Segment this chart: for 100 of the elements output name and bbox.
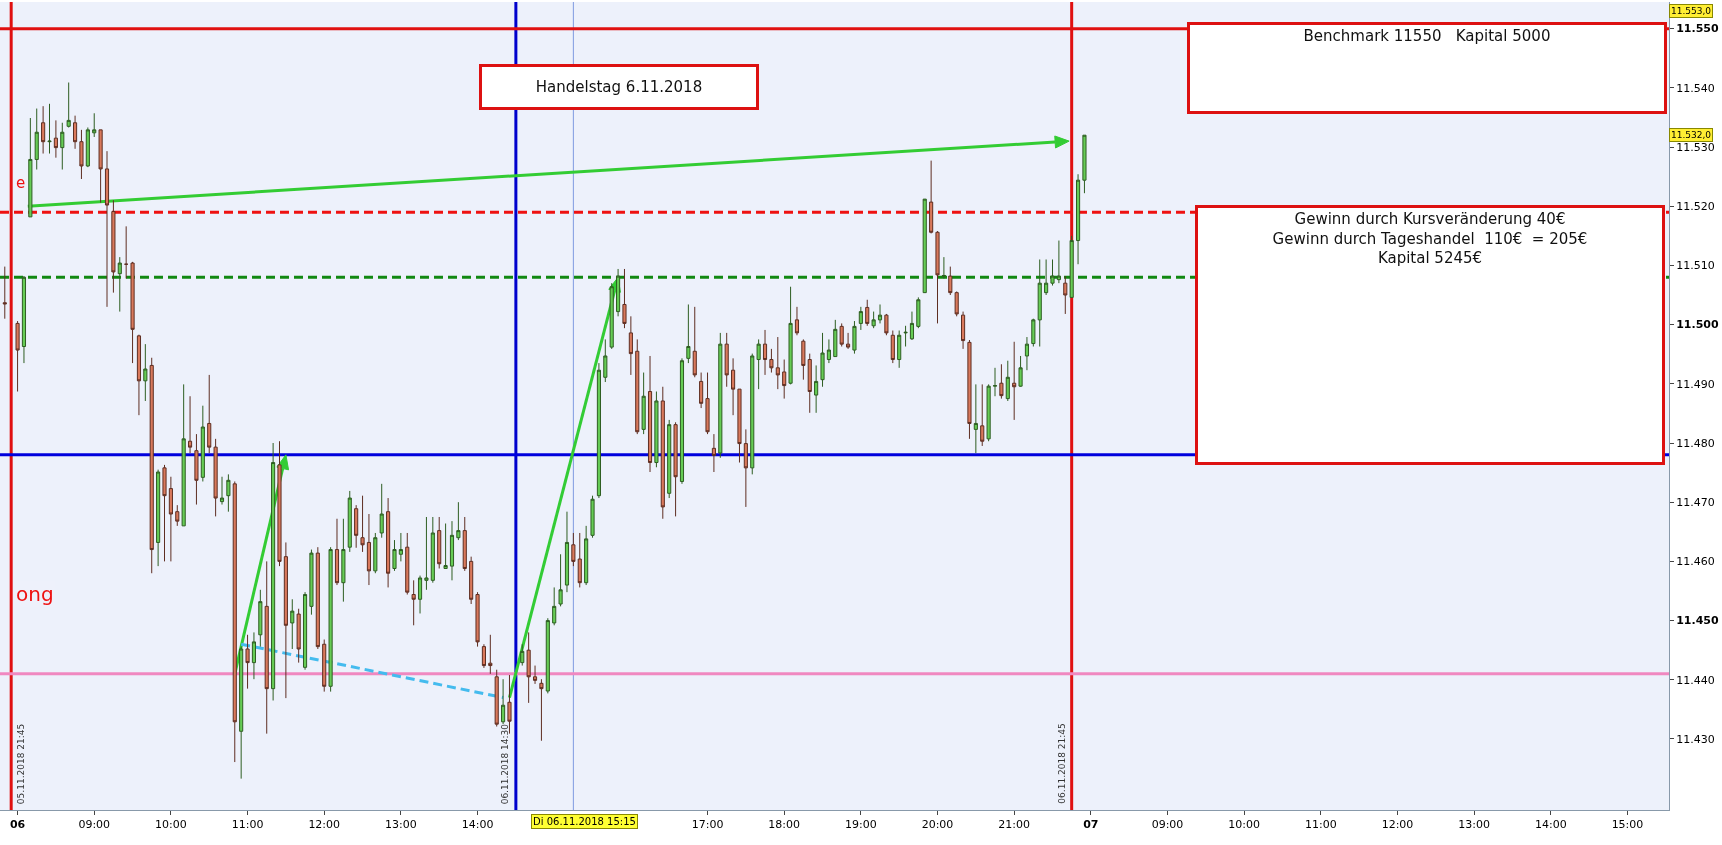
annotation: ong — [16, 582, 54, 606]
candlestick — [865, 299, 870, 327]
candlestick — [807, 353, 812, 414]
candlestick — [692, 306, 697, 378]
candlestick — [833, 319, 838, 358]
candlestick — [92, 112, 97, 138]
candlestick — [750, 353, 755, 475]
candlestick — [641, 372, 646, 435]
x-tick-label: 14:00 — [461, 818, 494, 832]
candlestick — [852, 320, 857, 355]
candlestick — [686, 303, 691, 364]
candlestick — [967, 339, 972, 440]
x-tick-label: 18:00 — [768, 818, 801, 832]
candlestick — [1069, 235, 1074, 298]
candlestick — [1031, 318, 1036, 348]
candlestick — [417, 575, 423, 614]
candlestick — [724, 332, 729, 388]
y-tick-label: 11.440 — [1676, 673, 1715, 687]
candlestick — [494, 669, 499, 728]
candlestick — [826, 338, 831, 364]
candlestick — [788, 286, 793, 385]
candlestick — [1063, 275, 1068, 315]
annotation: e — [16, 174, 26, 192]
candlestick — [79, 129, 84, 180]
candlestick — [34, 108, 39, 171]
candlestick — [1056, 240, 1061, 284]
textbox: Gewinn durch Kursveränderung 40€ Gewinn durch Tageshandel 110€ = 205€ Kapital 5245€ — [1195, 205, 1665, 465]
x-tick-label: 19:00 — [845, 818, 877, 832]
candlestick — [916, 296, 921, 329]
candlestick — [762, 329, 768, 376]
candlestick — [558, 553, 563, 607]
annotation: Benchmark 11550 Kapital 5000 — [1303, 27, 1551, 45]
annotation: 11.532,0 — [1671, 130, 1712, 140]
candlestick — [341, 518, 346, 603]
candlestick — [213, 438, 218, 517]
candlestick — [373, 532, 378, 574]
candlestick — [28, 117, 33, 218]
candlestick — [501, 678, 506, 725]
candlestick — [156, 469, 161, 567]
candlestick — [47, 103, 52, 155]
textbox: Benchmark 11550 Kapital 5000 — [1187, 22, 1667, 114]
candlestick — [622, 268, 627, 329]
candlestick — [251, 631, 257, 680]
text: Di 06.11.2018 15:15 — [533, 816, 636, 827]
candlestick — [481, 643, 486, 669]
y-tick-label: 11.450 — [1676, 614, 1719, 628]
candlestick — [871, 311, 876, 329]
x-tick-label: 13:00 — [385, 818, 417, 832]
candlestick — [398, 532, 403, 562]
candlestick — [200, 405, 205, 482]
candlestick — [782, 359, 787, 400]
candlestick — [405, 532, 410, 596]
candlestick — [219, 476, 225, 506]
annotation: 05.11.2018 21:45 — [16, 723, 27, 805]
annotation: Gewinn durch Kursveränderung 40€ Gewinn durch Tageshandel 110€ = 205€ Kapital 5245€ — [1272, 210, 1588, 267]
candlestick — [264, 560, 269, 735]
y-tick-label: 11.510 — [1676, 259, 1715, 273]
candlestick — [379, 483, 384, 539]
y-tick-label: 11.490 — [1676, 377, 1715, 391]
x-tick-label: 15:00 — [1611, 818, 1644, 832]
candlestick — [136, 334, 142, 416]
x-tick-label: 10:00 — [155, 818, 187, 832]
candlestick — [801, 338, 806, 381]
candlestick — [903, 325, 908, 348]
candlestick — [941, 256, 946, 279]
annotation: 11.553,0 — [1671, 6, 1712, 16]
candlestick — [999, 363, 1004, 400]
candlestick — [296, 608, 301, 664]
x-tick-label: 12:00 — [1381, 818, 1414, 832]
candlestick — [980, 383, 985, 447]
y-tick-label: 11.540 — [1676, 81, 1715, 95]
candlestick — [673, 421, 678, 517]
candlestick — [309, 549, 314, 616]
x-tick-label: 13:00 — [1458, 818, 1490, 832]
candlestick — [117, 256, 122, 313]
candlestick — [315, 546, 320, 650]
candlestick — [814, 364, 819, 414]
candlestick — [890, 330, 895, 364]
candlestick — [271, 442, 276, 701]
candlestick — [392, 539, 397, 572]
candlestick — [539, 678, 544, 742]
candlestick — [41, 105, 46, 155]
x-tick-label: 21:00 — [998, 818, 1031, 832]
candlestick — [277, 440, 282, 567]
candlestick — [705, 372, 710, 435]
candlestick — [552, 586, 557, 626]
candlestick — [239, 646, 244, 780]
candlestick — [430, 516, 435, 584]
candlestick — [462, 516, 467, 572]
candlestick — [596, 362, 601, 499]
candlestick — [21, 275, 27, 364]
candlestick — [475, 591, 480, 648]
candlestick — [884, 313, 889, 336]
candlestick — [935, 230, 940, 324]
x-tick-label: 12:00 — [308, 818, 341, 832]
y-tick-label: 11.550 — [1676, 22, 1719, 36]
candlestick — [187, 395, 193, 454]
candlestick — [929, 160, 934, 234]
candlestick — [756, 338, 761, 390]
candlestick — [194, 433, 199, 506]
